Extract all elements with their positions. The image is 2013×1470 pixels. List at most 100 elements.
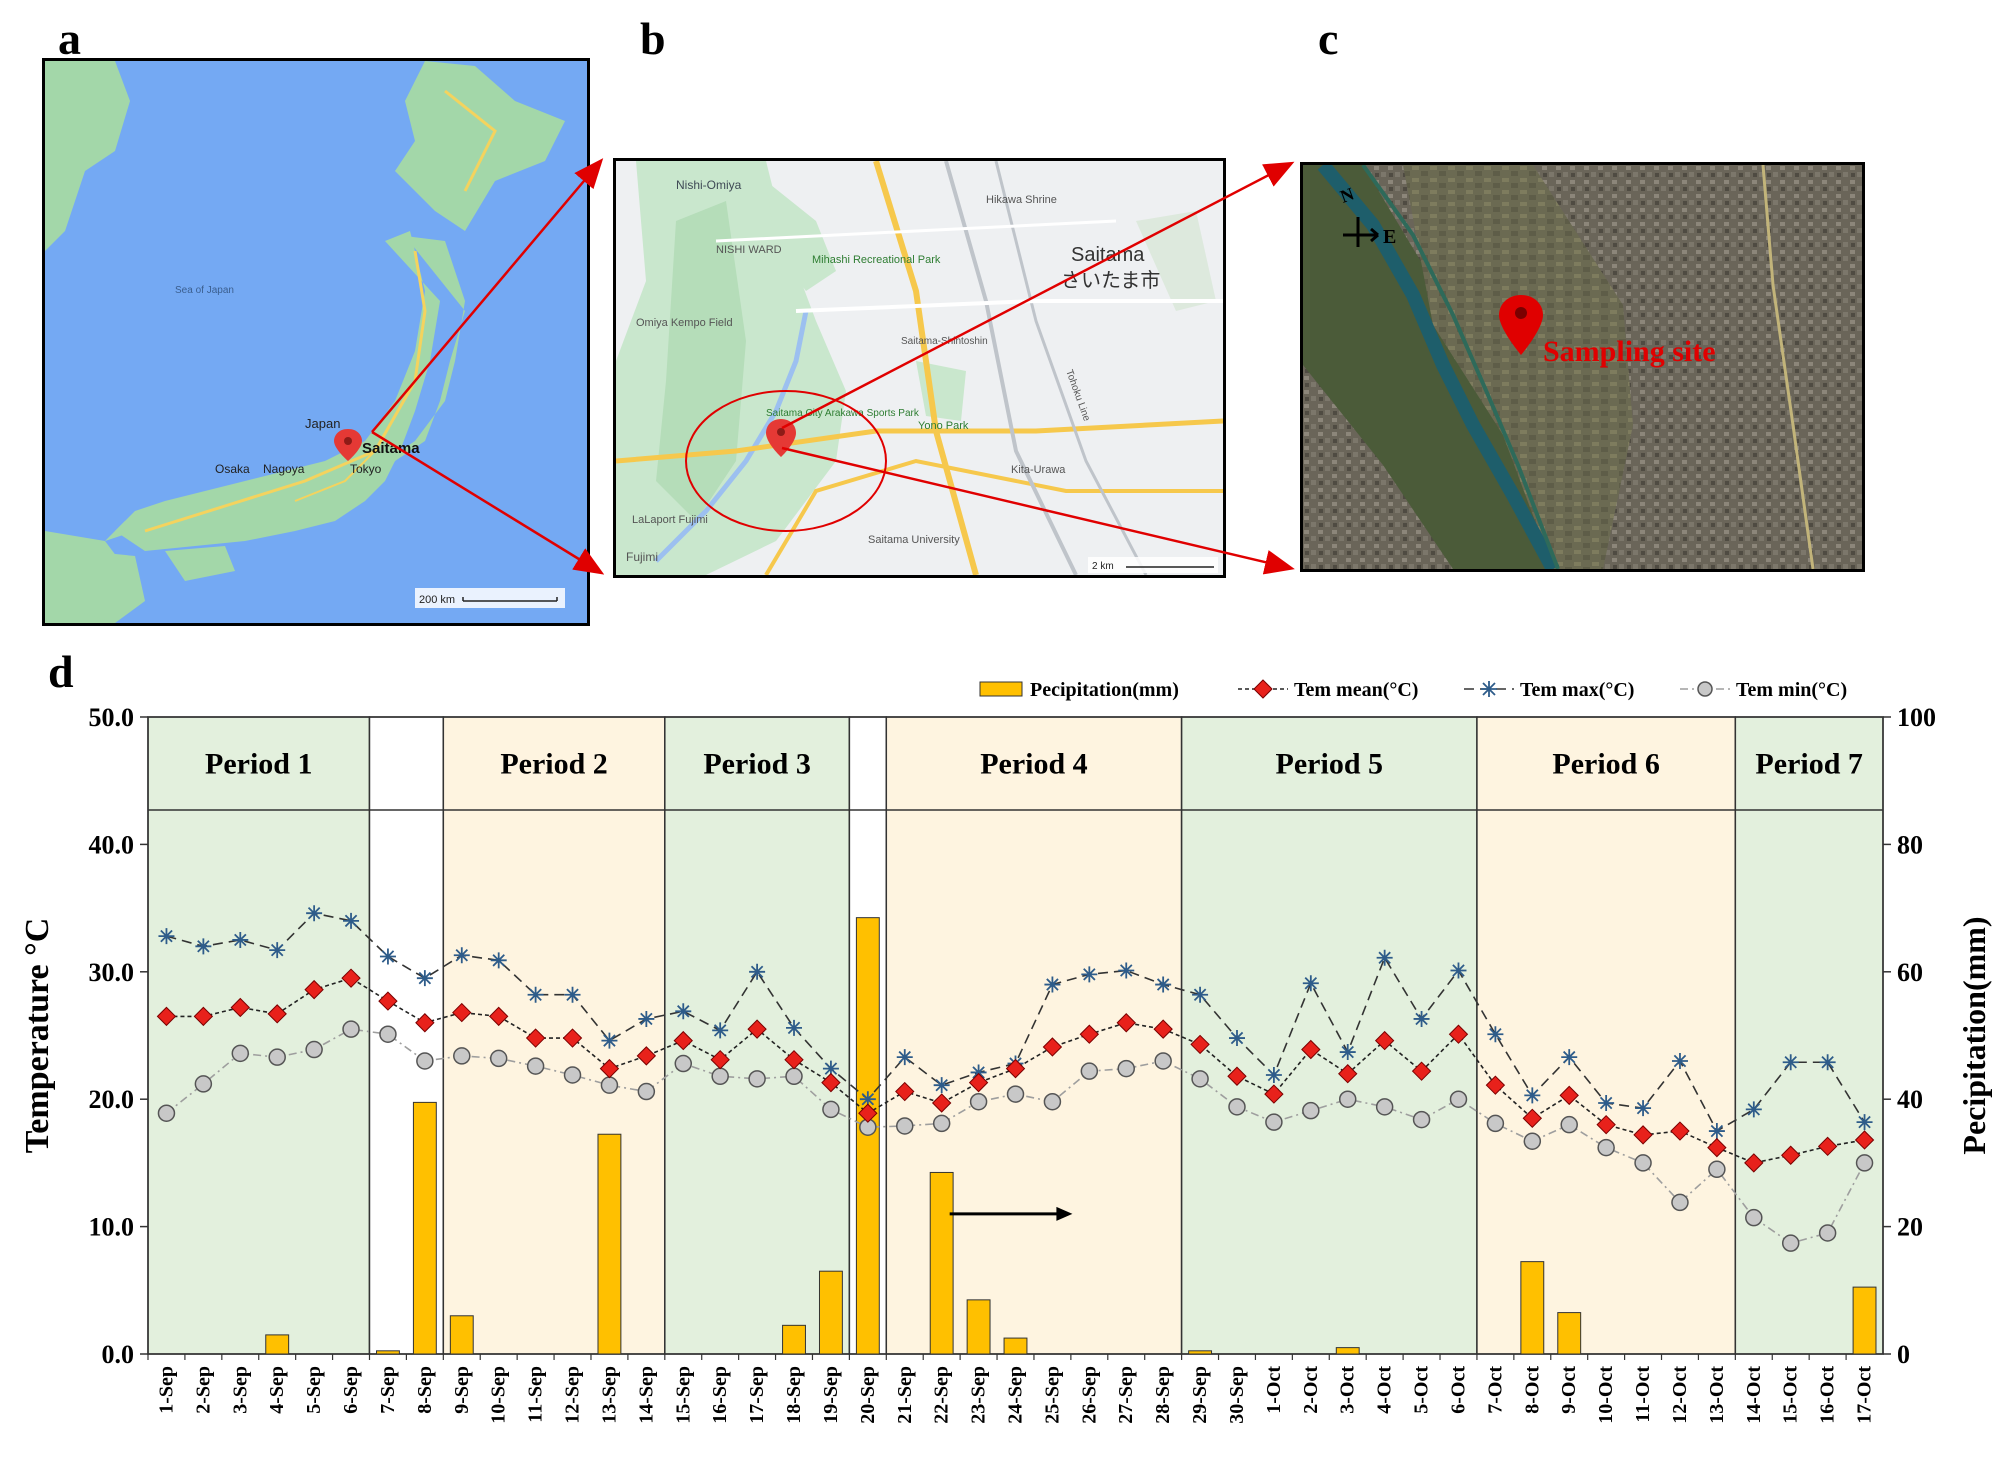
mean-temp-point [747,1019,767,1039]
min-temp-point [489,1049,508,1068]
x-tick-label: 13-Oct [1706,1366,1728,1424]
x-tick-label: 26-Sep [1078,1366,1100,1424]
min-temp-point [637,1082,656,1101]
max-temp-point [822,1060,839,1077]
min-temp-point [268,1048,286,1066]
japan-map: Sea of Japan Japan Osaka Nagoya Tokyo Sa… [42,58,590,626]
mean-temp-point [1670,1121,1690,1141]
legend-label-mean: Tem mean(°C) [1294,679,1418,701]
sea-label: Sea of Japan [175,285,234,296]
y-tick-label: 30.0 [89,958,135,987]
mean-temp-point [1153,1019,1173,1039]
mean-temp-point [710,1049,730,1070]
max-temp-point [1450,962,1467,979]
mean-temp-point [673,1030,693,1051]
y-tick-label: 50.0 [89,703,135,732]
precip-bar [1520,1261,1545,1355]
period-band [1180,716,1478,1355]
mean-temp-point [1411,1061,1432,1081]
place-label-fujimi: Fujimi [626,550,658,564]
x-tick-label: 18-Sep [783,1366,805,1424]
period-label: Period 7 [1755,748,1862,781]
precip-bar [782,1324,806,1355]
scale-label-b: 2 km [1092,561,1114,572]
period-band [1734,716,1884,1355]
legend-marker-max [1481,681,1497,697]
x-tick-label: 5-Sep [303,1366,325,1414]
mean-temp-point [895,1081,915,1102]
mean-temp-point [525,1028,546,1048]
x-tick-label: 6-Sep [340,1366,362,1414]
precip-bar [818,1270,843,1355]
max-temp-point [453,947,470,964]
max-temp-point [343,912,360,929]
max-temp-point [1782,1054,1799,1071]
max-temp-point [1339,1044,1356,1061]
max-temp-point [416,970,433,987]
min-temp-point [416,1052,434,1070]
legend-label-precip: Pecipitation(mm) [1030,679,1179,701]
max-temp-point [1302,975,1319,992]
min-temp-point [157,1104,176,1122]
precip-bar [929,1171,954,1355]
x-tick-label: 14-Oct [1743,1366,1765,1424]
y2-axis-title: Pecipitation(mm) [1956,916,1992,1154]
place-label-yono: Yono Park [918,420,969,432]
x-tick-label: 17-Sep [746,1366,768,1424]
mean-temp-point [267,1004,287,1024]
mean-temp-point [488,1006,509,1027]
mean-temp-point [1042,1037,1063,1057]
min-temp-point [1191,1070,1209,1088]
legend-label-max: Tem max(°C) [1520,679,1634,701]
mean-temp-point [1633,1125,1653,1145]
max-temp-point [1228,1030,1245,1047]
x-tick-label: 22-Sep [931,1366,953,1424]
compass-e-label: E [1383,226,1396,248]
x-tick-label: 4-Oct [1374,1366,1396,1414]
min-temp-point [1671,1193,1689,1212]
precip-bar [1557,1312,1582,1355]
max-temp-point [1745,1101,1762,1118]
y-tick-label: 20.0 [89,1085,135,1114]
precip-bar [1335,1347,1360,1355]
x-tick-label: 7-Oct [1484,1366,1506,1414]
x-tick-label: 2-Sep [192,1366,214,1414]
x-tick-label: 11-Sep [525,1366,547,1423]
period-band [442,716,666,1355]
y2-tick-label: 60 [1897,958,1923,987]
x-tick-label: 3-Sep [229,1366,251,1414]
x-tick-label: 29-Sep [1189,1366,1211,1424]
x-tick-label: 1-Oct [1263,1366,1285,1414]
sampling-site-label: Sampling site [1543,335,1716,368]
y-tick-label: 10.0 [89,1213,135,1242]
place-label-nishi-ward: NISHI WARD [716,244,782,256]
min-temp-point [1080,1062,1099,1080]
min-temp-point [342,1020,360,1038]
site-highlight-ellipse [685,390,887,532]
place-label-kita-urawa: Kita-Urawa [1011,464,1066,476]
mean-temp-point [1707,1137,1727,1158]
precip-bar [265,1334,290,1355]
min-temp-point [1597,1138,1615,1157]
max-temp-point [1192,986,1209,1003]
x-tick-label: 8-Sep [414,1366,436,1414]
x-tick-label: 30-Sep [1226,1366,1248,1424]
min-temp-point [1523,1132,1542,1150]
place-label-arakawa: Saitama City Arakawa Sports Park [766,408,920,419]
min-temp-point [1338,1090,1357,1108]
max-temp-point [786,1019,803,1036]
x-tick-label: 9-Oct [1558,1366,1580,1414]
legend-swatch-precip [979,681,1023,697]
min-temp-point [711,1067,729,1086]
max-temp-point [1524,1087,1541,1104]
x-tick-label: 24-Sep [1005,1366,1027,1424]
mean-temp-point [1190,1034,1210,1055]
x-tick-label: 8-Oct [1521,1366,1543,1414]
x-tick-label: 20-Sep [857,1366,879,1424]
saitama-city-map: Nishi-Omiya NISHI WARD Mihashi Recreatio… [613,158,1226,578]
max-temp-point [490,952,507,969]
x-tick-label: 14-Sep [635,1366,657,1424]
mean-temp-point [599,1058,620,1079]
x-tick-label: 17-Oct [1854,1366,1876,1424]
y-tick-label: 40.0 [89,830,135,859]
